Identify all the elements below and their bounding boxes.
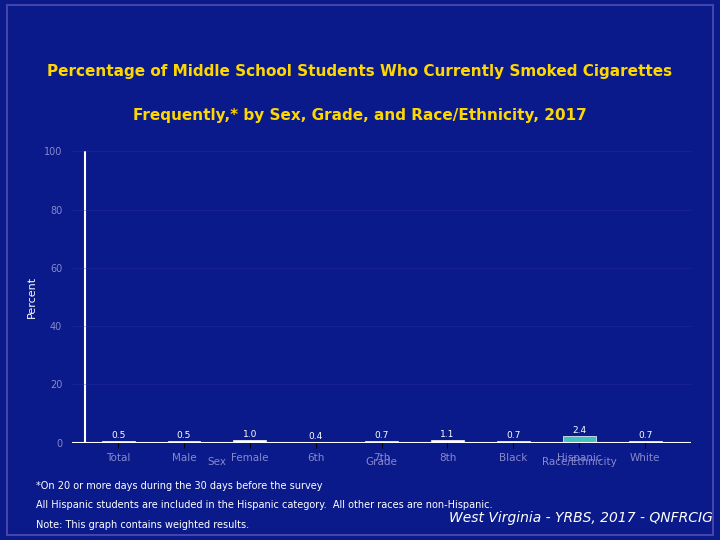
Text: West Virginia - YRBS, 2017 - QNFRCIG: West Virginia - YRBS, 2017 - QNFRCIG <box>449 511 713 525</box>
Text: 1.1: 1.1 <box>441 430 454 438</box>
Text: Note: This graph contains weighted results.: Note: This graph contains weighted resul… <box>36 520 249 530</box>
Text: Frequently,* by Sex, Grade, and Race/Ethnicity, 2017: Frequently,* by Sex, Grade, and Race/Eth… <box>133 107 587 123</box>
Text: 0.7: 0.7 <box>374 431 389 440</box>
Bar <box>497 441 530 443</box>
Y-axis label: Percent: Percent <box>27 276 37 318</box>
Text: Race/Ethnicity: Race/Ethnicity <box>542 457 616 467</box>
Text: 0.7: 0.7 <box>638 431 652 440</box>
Text: Grade: Grade <box>366 457 397 467</box>
Text: 0.5: 0.5 <box>177 431 192 441</box>
Bar <box>629 441 662 443</box>
Text: Percentage of Middle School Students Who Currently Smoked Cigarettes: Percentage of Middle School Students Who… <box>48 64 672 79</box>
Text: 0.4: 0.4 <box>309 432 323 441</box>
Bar <box>300 442 332 443</box>
Text: Sex: Sex <box>207 457 226 467</box>
Text: 0.5: 0.5 <box>111 431 125 441</box>
Bar <box>431 440 464 443</box>
Text: 1.0: 1.0 <box>243 430 257 439</box>
Bar <box>233 440 266 443</box>
Bar <box>102 441 135 443</box>
Text: 2.4: 2.4 <box>572 426 586 435</box>
Text: *On 20 or more days during the 30 days before the survey: *On 20 or more days during the 30 days b… <box>36 481 323 491</box>
Text: 0.7: 0.7 <box>506 431 521 440</box>
Bar <box>563 436 595 443</box>
Bar <box>168 441 200 443</box>
Text: All Hispanic students are included in the Hispanic category.  All other races ar: All Hispanic students are included in th… <box>36 501 492 510</box>
Bar <box>365 441 398 443</box>
